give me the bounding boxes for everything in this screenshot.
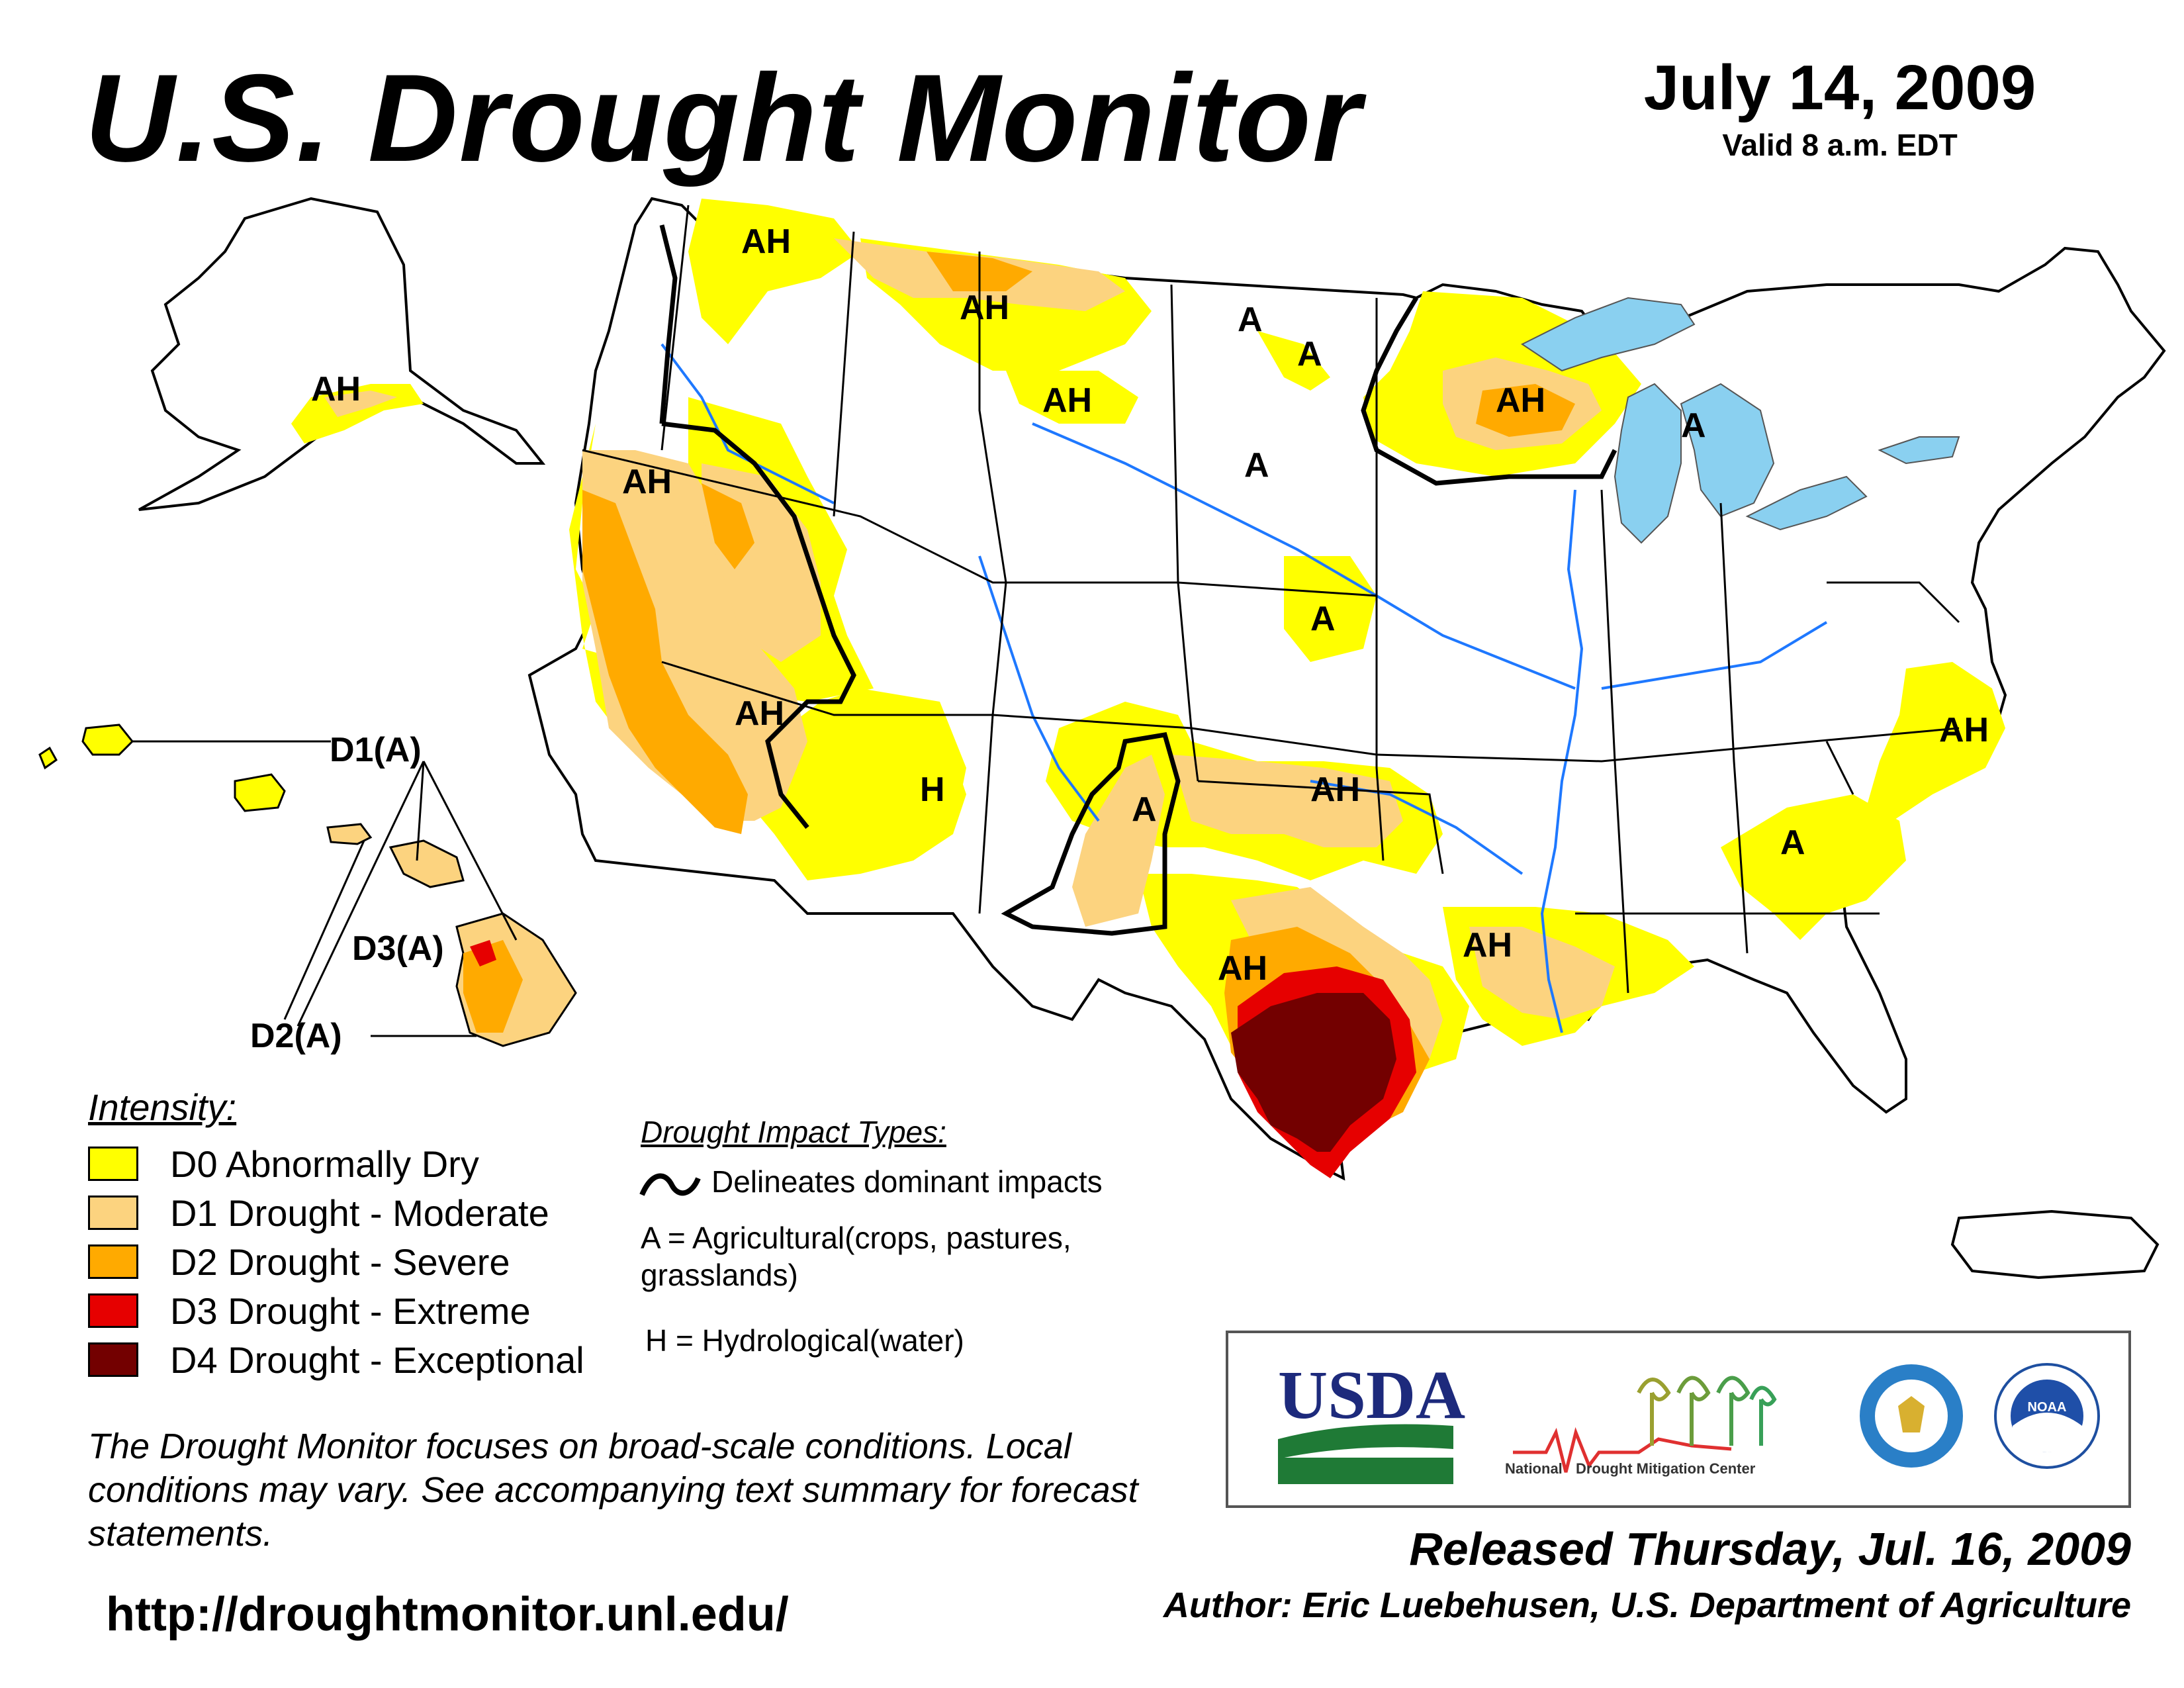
partner-logos: USDA National Drought Mitigation Center: [1226, 1331, 2131, 1508]
svg-text:USDA: USDA: [1278, 1357, 1465, 1433]
impact-label: A: [1238, 301, 1263, 339]
impact-label: AH: [1218, 949, 1267, 988]
legend-item-d3: D3 Drought - Extreme: [88, 1290, 531, 1332]
impact-label: H: [920, 771, 945, 809]
swatch-d0: [88, 1147, 138, 1181]
impact-label: AH: [622, 463, 672, 501]
logos-svg: USDA National Drought Mitigation Center: [1278, 1357, 2100, 1484]
hawaii: [38, 724, 577, 1047]
impact-label: A: [1310, 600, 1336, 638]
impact-types-title: Drought Impact Types:: [641, 1115, 946, 1149]
valid-time: Valid 8 a.m. EDT: [1722, 128, 1958, 162]
impact-label: AH: [741, 222, 791, 261]
swatch-d1: [88, 1196, 138, 1230]
alaska: [138, 197, 546, 511]
impact-line-symbol: [639, 1173, 701, 1196]
impact-label: A: [1780, 823, 1805, 862]
impact-label: A: [1244, 446, 1269, 485]
d4-areas: [1231, 993, 1396, 1152]
author: Author: Eric Luebehusen, U.S. Department…: [1163, 1585, 2131, 1625]
map-title: U.S. Drought Monitor: [85, 48, 1363, 187]
legend-item-d1: D1 Drought - Moderate: [88, 1192, 549, 1234]
impact-label: AH: [1496, 381, 1545, 420]
great-lakes: [1521, 297, 1960, 544]
legend-item-d2: D2 Drought - Severe: [88, 1241, 510, 1283]
disclaimer: The Drought Monitor focuses on broad-sca…: [88, 1427, 1138, 1554]
impact-label: A: [1681, 406, 1706, 445]
legend-title: Intensity:: [88, 1086, 237, 1128]
website-url[interactable]: http://droughtmonitor.unl.edu/: [106, 1588, 789, 1641]
hawaii-label-d1: D1(A): [330, 731, 422, 769]
swatch-d3: [88, 1293, 138, 1328]
impact-label: AH: [735, 694, 784, 733]
impact-label: A: [1132, 790, 1157, 829]
impact-label: AH: [1463, 926, 1512, 964]
hawaii-label-d3: D3(A): [352, 929, 444, 968]
department-of-commerce-seal-icon: [1860, 1364, 1963, 1468]
svg-text:Drought Mitigation Center: Drought Mitigation Center: [1576, 1460, 1756, 1477]
puerto-rico: [1950, 1209, 2160, 1280]
impact-label: A: [1297, 335, 1322, 373]
impact-line-label: Delineates dominant impacts: [711, 1164, 1103, 1199]
legend-item-d4: D4 Drought - Exceptional: [88, 1339, 584, 1381]
hawaii-label-d2: D2(A): [250, 1017, 342, 1055]
svg-text:NOAA: NOAA: [2028, 1400, 2067, 1415]
noaa-logo-icon: NOAA: [1994, 1363, 2100, 1469]
impact-label: AH: [1939, 711, 1989, 749]
hawaii-leader-lines: [132, 740, 518, 1037]
rivers: [660, 343, 1828, 1033]
usda-logo: USDA: [1278, 1357, 1465, 1484]
swatch-d2: [88, 1244, 138, 1279]
map-date: July 14, 2009: [1643, 52, 2036, 123]
impact-label: AH: [1042, 381, 1092, 420]
release-date: Released Thursday, Jul. 16, 2009: [1409, 1523, 2131, 1575]
state-borders: [582, 205, 1960, 994]
hawaii-labels: D1(A) D3(A) D2(A): [250, 731, 444, 1055]
svg-text:National: National: [1505, 1460, 1563, 1477]
swatch-d4: [88, 1342, 138, 1377]
impact-label: AH: [311, 370, 361, 408]
impact-agricultural: A = Agricultural(crops, pastures, grassl…: [641, 1221, 1071, 1292]
impact-labels: AH AH A A AH A AH A A AH AH H A AH A AH …: [311, 222, 1989, 988]
legend-item-d0: D0 Abnormally Dry: [88, 1143, 479, 1185]
impact-label: AH: [1310, 771, 1360, 809]
impact-hydrological: H = Hydrological(water): [645, 1323, 964, 1358]
ndmc-logo: National Drought Mitigation Center: [1505, 1376, 1777, 1477]
impact-label: AH: [960, 289, 1009, 327]
